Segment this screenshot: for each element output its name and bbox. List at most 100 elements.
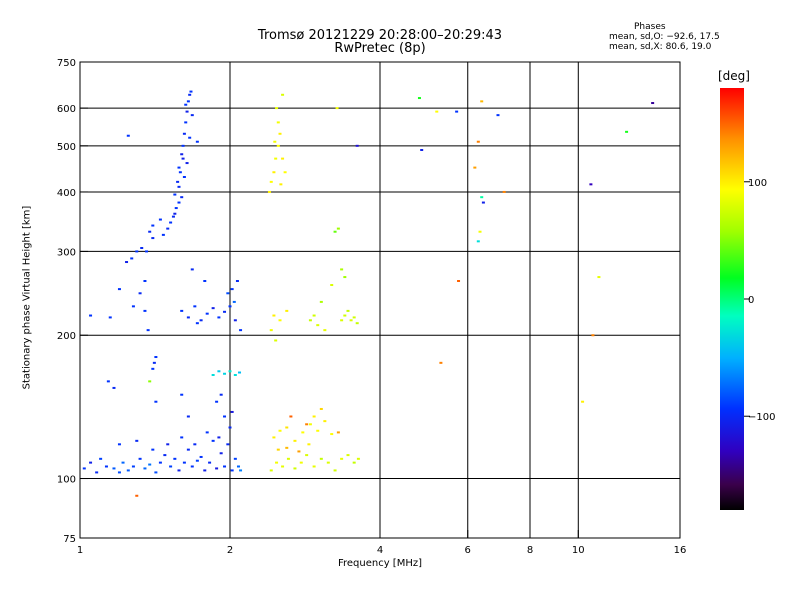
y-tick-label: 400 — [57, 188, 76, 199]
data-point — [293, 467, 297, 470]
data-point — [126, 469, 130, 472]
data-point — [169, 465, 173, 468]
data-point — [312, 415, 316, 418]
data-point — [151, 367, 155, 370]
data-point — [473, 166, 477, 169]
data-point — [278, 319, 282, 322]
data-point — [152, 361, 156, 364]
data-point — [272, 436, 276, 439]
data-point — [308, 423, 312, 426]
data-point — [186, 415, 190, 418]
data-point — [180, 436, 184, 439]
data-point — [343, 276, 347, 279]
data-point — [190, 268, 194, 271]
data-point — [112, 386, 116, 389]
data-point — [439, 361, 443, 364]
data-point — [195, 140, 199, 143]
data-point — [278, 429, 282, 432]
data-point — [480, 100, 484, 103]
y-axis-ticks: 75 100 200 300 400 500 600 750 — [57, 58, 88, 545]
x-tick-label: 10 — [572, 545, 585, 556]
data-point — [178, 171, 182, 174]
data-point — [217, 316, 221, 319]
data-point — [455, 110, 459, 113]
data-point — [223, 465, 227, 468]
data-point — [273, 140, 277, 143]
data-point — [131, 465, 135, 468]
data-point — [190, 114, 194, 117]
data-point — [219, 393, 223, 396]
data-point — [340, 319, 344, 322]
data-point — [233, 457, 237, 460]
data-point — [267, 190, 271, 193]
data-point — [230, 288, 234, 291]
data-point — [104, 465, 108, 468]
data-point — [478, 230, 482, 233]
data-point — [335, 107, 339, 110]
data-point — [217, 370, 221, 373]
data-point — [185, 162, 189, 165]
data-point — [138, 292, 142, 295]
data-point — [417, 97, 421, 100]
data-point — [591, 334, 595, 337]
data-point — [135, 439, 139, 442]
data-point — [319, 407, 323, 410]
data-point — [355, 144, 359, 147]
data-point — [151, 448, 155, 451]
data-point — [184, 121, 188, 124]
data-point — [166, 227, 170, 230]
data-point — [316, 324, 320, 327]
data-point — [625, 130, 629, 133]
data-point — [281, 93, 285, 96]
data-point — [161, 233, 165, 236]
data-point — [182, 132, 186, 135]
y-tick-label: 75 — [63, 534, 76, 545]
data-point — [211, 374, 215, 377]
colorbar-tick-label: 0 — [748, 295, 754, 306]
colorbar — [720, 88, 744, 510]
phase-stats-x-mode: mean, sd,X: 80.6, 19.0 — [609, 42, 712, 52]
data-point — [186, 316, 190, 319]
data-point — [226, 292, 230, 295]
colorbar-label: [deg] — [718, 69, 750, 83]
data-point — [340, 457, 344, 460]
data-point — [355, 322, 359, 325]
data-point — [307, 443, 311, 446]
data-point — [239, 469, 243, 472]
y-tick-label: 300 — [57, 247, 76, 258]
colorbar-ticks: 100 0 −100 — [744, 178, 775, 423]
data-point — [143, 309, 147, 312]
x-axis-ticks: 1 2 4 6 8 10 16 — [77, 530, 686, 556]
data-point — [211, 307, 215, 310]
data-point — [205, 312, 209, 315]
data-point — [228, 370, 232, 373]
data-point — [481, 201, 485, 204]
data-point — [352, 461, 356, 464]
data-point — [173, 212, 177, 215]
data-point — [297, 450, 301, 453]
y-axis-label: Stationary phase Virtual Height [km] — [21, 205, 33, 390]
data-point — [502, 190, 506, 193]
data-point — [219, 452, 223, 455]
data-point — [176, 180, 180, 183]
data-point — [154, 356, 158, 359]
data-point — [281, 465, 285, 468]
data-point — [195, 322, 199, 325]
data-point — [82, 467, 86, 470]
data-point — [171, 215, 175, 218]
data-point — [158, 218, 162, 221]
data-point — [143, 280, 147, 283]
y-tick-label: 600 — [57, 104, 76, 115]
data-point — [316, 429, 320, 432]
data-point — [274, 339, 278, 342]
data-point — [182, 175, 186, 178]
data-point — [186, 100, 190, 103]
data-point — [154, 471, 158, 474]
data-point — [193, 305, 197, 308]
data-point — [193, 443, 197, 446]
data-point — [305, 454, 309, 457]
data-point — [146, 329, 150, 332]
data-point — [333, 230, 337, 233]
data-point — [285, 426, 289, 429]
